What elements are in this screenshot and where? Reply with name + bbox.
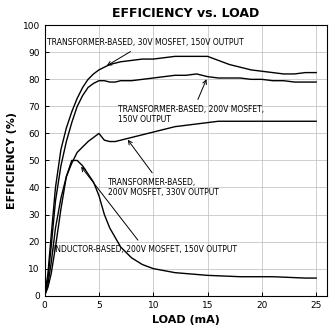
Y-axis label: EFFICIENCY (%): EFFICIENCY (%) [7,112,17,209]
Text: TRANSFORMER-BASED, 30V MOSFET, 150V OUTPUT: TRANSFORMER-BASED, 30V MOSFET, 150V OUTP… [47,39,243,65]
Text: INDUCTOR-BASED, 200V MOSFET, 150V OUTPUT: INDUCTOR-BASED, 200V MOSFET, 150V OUTPUT [53,168,237,254]
Text: TRANSFORMER-BASED, 200V MOSFET,
150V OUTPUT: TRANSFORMER-BASED, 200V MOSFET, 150V OUT… [119,80,265,124]
Text: TRANSFORMER-BASED,
200V MOSFET, 330V OUTPUT: TRANSFORMER-BASED, 200V MOSFET, 330V OUT… [108,140,218,197]
Title: EFFICIENCY vs. LOAD: EFFICIENCY vs. LOAD [112,7,260,20]
X-axis label: LOAD (mA): LOAD (mA) [152,315,220,325]
